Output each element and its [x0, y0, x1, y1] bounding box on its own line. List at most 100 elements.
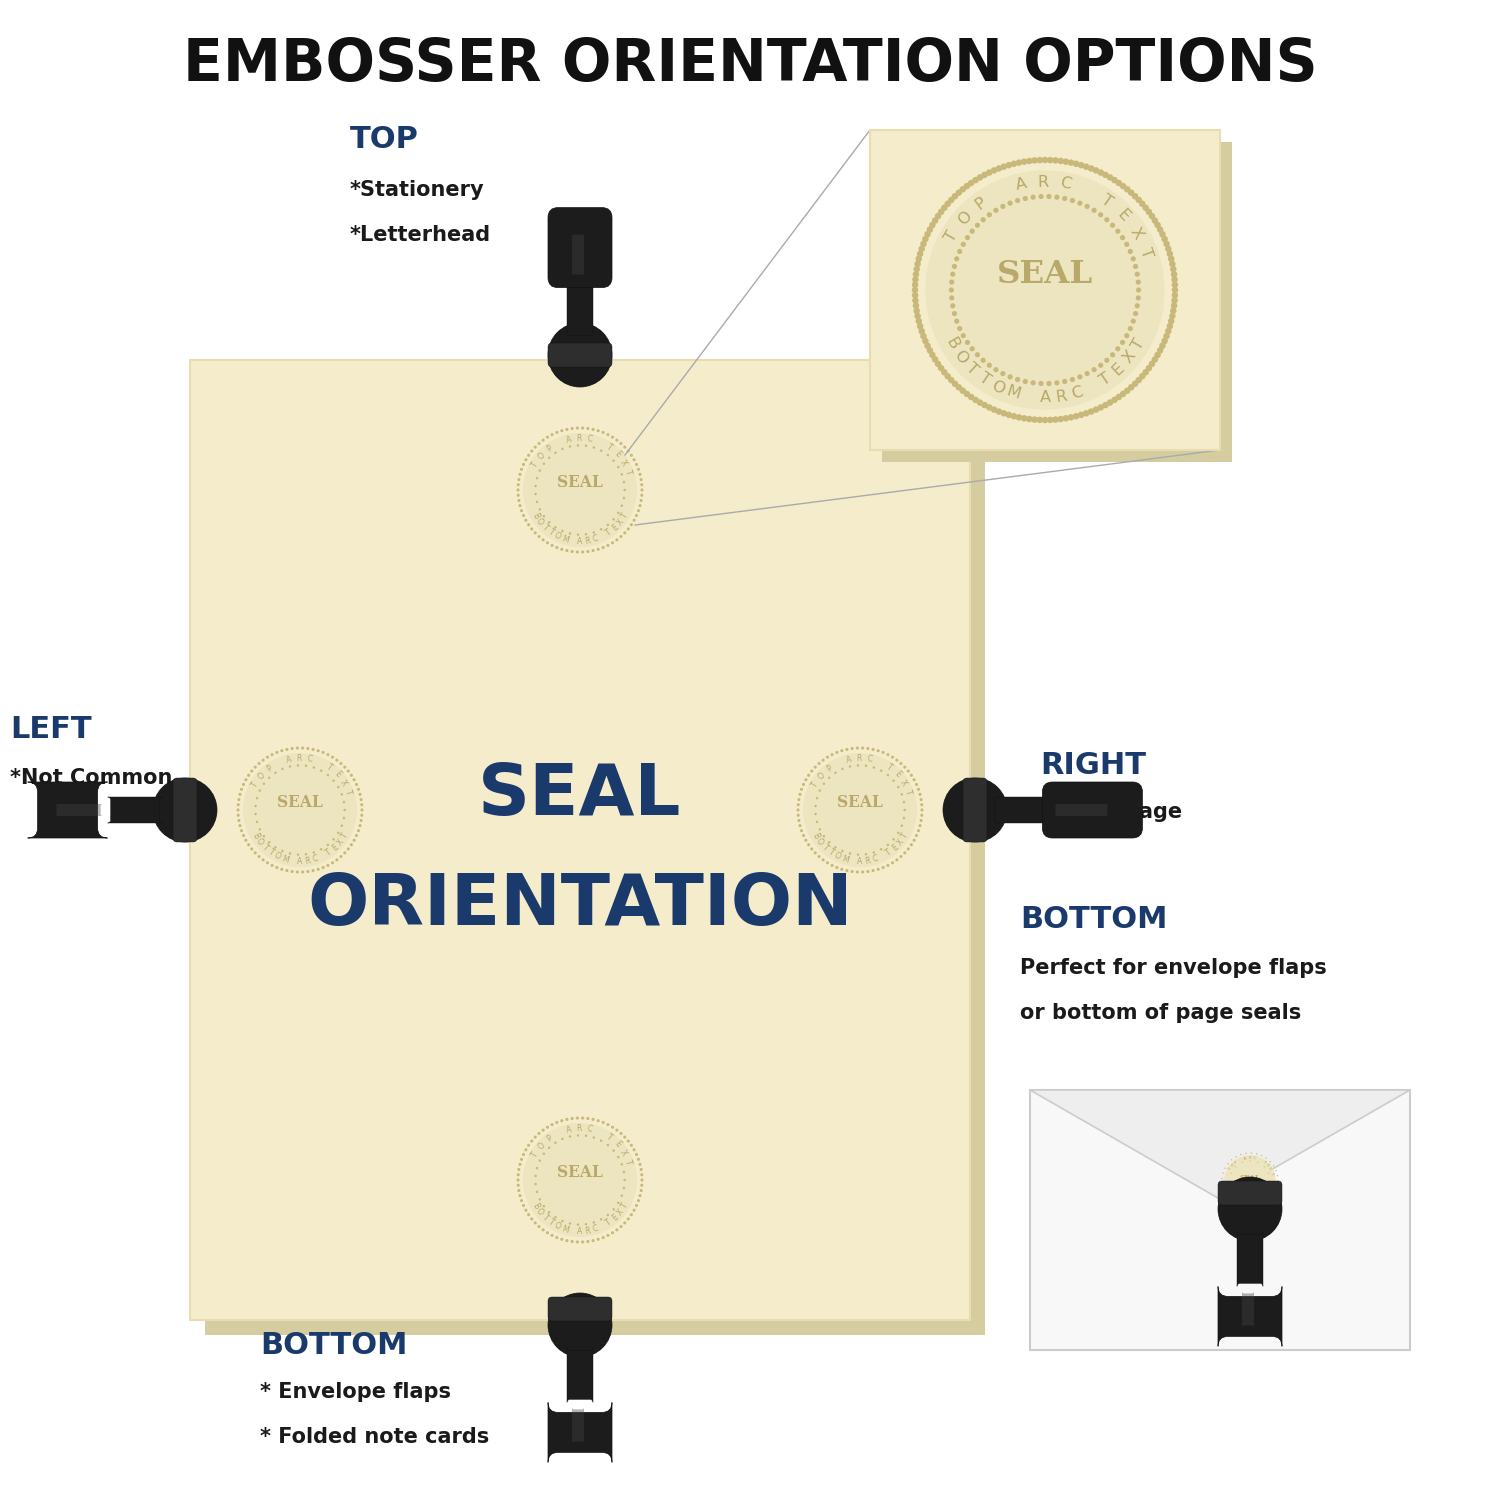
Circle shape: [912, 276, 918, 284]
Text: T: T: [251, 780, 261, 789]
Circle shape: [993, 368, 999, 372]
Circle shape: [836, 865, 839, 868]
Text: X: X: [618, 1149, 628, 1158]
Circle shape: [340, 794, 344, 795]
Circle shape: [916, 322, 924, 330]
Text: or bottom of page seals: or bottom of page seals: [1020, 1004, 1300, 1023]
Text: C: C: [1252, 1156, 1256, 1161]
Circle shape: [802, 753, 916, 867]
Text: SEAL: SEAL: [998, 260, 1094, 290]
Circle shape: [266, 861, 268, 864]
Circle shape: [561, 1220, 564, 1222]
Circle shape: [610, 1125, 614, 1130]
Text: T: T: [1098, 192, 1114, 210]
Circle shape: [306, 870, 309, 873]
Circle shape: [1077, 375, 1083, 380]
Text: T: T: [324, 847, 333, 858]
Circle shape: [627, 450, 630, 453]
FancyBboxPatch shape: [1238, 1232, 1263, 1287]
Circle shape: [340, 825, 344, 827]
Circle shape: [255, 806, 257, 807]
Text: O: O: [1230, 1192, 1234, 1198]
Circle shape: [251, 770, 254, 772]
Circle shape: [920, 819, 922, 822]
Circle shape: [534, 484, 537, 488]
Circle shape: [1136, 376, 1142, 384]
Circle shape: [992, 406, 998, 412]
Circle shape: [969, 228, 975, 234]
Circle shape: [981, 402, 988, 408]
Circle shape: [850, 747, 853, 750]
Circle shape: [538, 509, 542, 510]
Circle shape: [916, 830, 920, 833]
Circle shape: [561, 1137, 564, 1140]
Circle shape: [566, 1239, 568, 1242]
Circle shape: [606, 524, 609, 526]
Circle shape: [818, 855, 821, 858]
Circle shape: [522, 514, 525, 517]
Circle shape: [615, 538, 618, 542]
Circle shape: [948, 196, 954, 202]
Text: T: T: [900, 831, 909, 840]
Circle shape: [903, 852, 906, 855]
Circle shape: [1149, 360, 1155, 368]
Circle shape: [1005, 411, 1013, 419]
Circle shape: [920, 813, 924, 818]
Circle shape: [927, 346, 933, 354]
Circle shape: [346, 770, 350, 772]
Text: EMBOSSER ORIENTATION OPTIONS: EMBOSSER ORIENTATION OPTIONS: [183, 36, 1317, 93]
Circle shape: [580, 426, 584, 429]
Text: C: C: [586, 435, 592, 444]
Circle shape: [525, 519, 528, 522]
Circle shape: [796, 802, 800, 807]
Circle shape: [519, 1162, 522, 1166]
Circle shape: [1098, 404, 1104, 411]
Circle shape: [1072, 413, 1080, 420]
Circle shape: [1036, 417, 1042, 423]
Circle shape: [525, 1209, 528, 1212]
FancyBboxPatch shape: [548, 1402, 612, 1462]
Circle shape: [1068, 414, 1074, 420]
Text: R: R: [856, 754, 862, 764]
Circle shape: [639, 1162, 642, 1166]
Circle shape: [1120, 390, 1126, 398]
Circle shape: [627, 528, 630, 531]
Circle shape: [906, 770, 910, 772]
Circle shape: [627, 1140, 630, 1143]
Circle shape: [891, 861, 894, 864]
Circle shape: [621, 1162, 622, 1166]
Circle shape: [612, 1208, 615, 1210]
Circle shape: [640, 489, 644, 492]
Circle shape: [1114, 228, 1120, 234]
Circle shape: [1088, 165, 1095, 171]
Circle shape: [1161, 236, 1168, 243]
Circle shape: [1083, 410, 1089, 417]
Text: * Book page: * Book page: [1040, 802, 1182, 822]
Text: T: T: [531, 460, 540, 468]
Circle shape: [620, 536, 622, 538]
Circle shape: [981, 171, 988, 178]
Text: T: T: [324, 762, 333, 772]
FancyBboxPatch shape: [567, 274, 592, 336]
Circle shape: [536, 1167, 538, 1170]
Circle shape: [915, 255, 922, 262]
Circle shape: [606, 1124, 609, 1126]
Circle shape: [938, 209, 945, 214]
Circle shape: [1036, 158, 1042, 164]
Circle shape: [580, 1240, 584, 1244]
Text: O: O: [273, 850, 282, 861]
Circle shape: [972, 177, 980, 183]
Circle shape: [1023, 380, 1028, 384]
Circle shape: [526, 1143, 530, 1148]
Circle shape: [957, 249, 963, 254]
Circle shape: [1016, 414, 1022, 420]
Circle shape: [561, 447, 564, 450]
Circle shape: [290, 852, 291, 855]
Circle shape: [1120, 340, 1125, 345]
Circle shape: [1112, 177, 1118, 183]
Circle shape: [822, 759, 825, 762]
Circle shape: [640, 1173, 644, 1176]
Text: T: T: [1232, 1196, 1236, 1200]
Circle shape: [1016, 376, 1020, 382]
Circle shape: [639, 472, 642, 476]
